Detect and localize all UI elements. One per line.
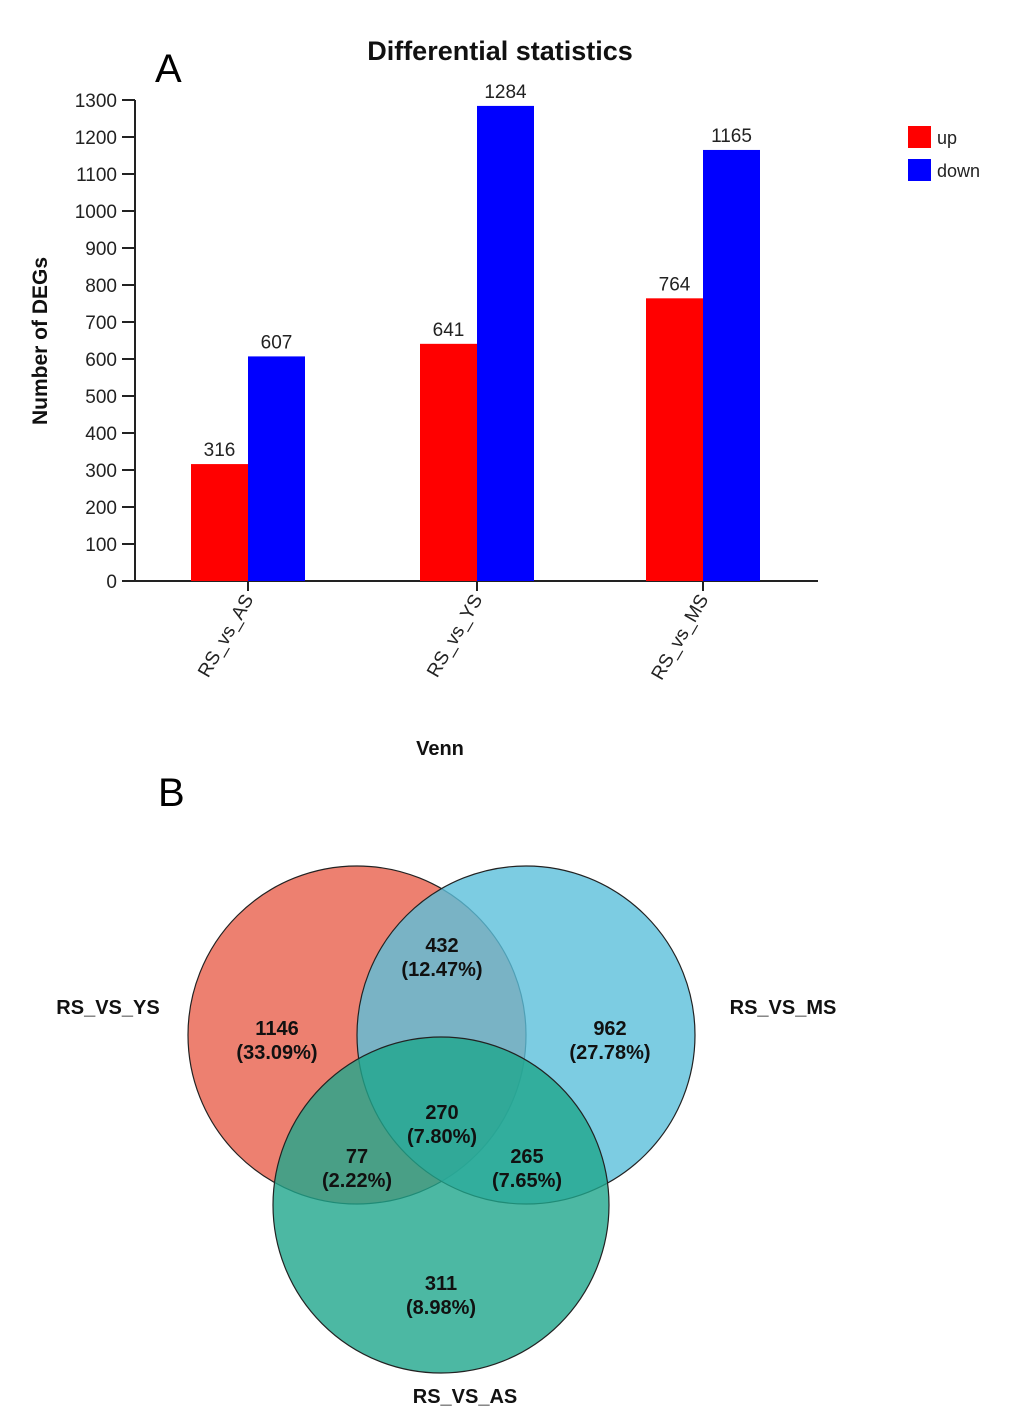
y-tick-label: 600 [85, 350, 117, 371]
y-axis-label: Number of DEGs [29, 257, 52, 425]
y-tick-label: 300 [85, 461, 117, 482]
x-axis: RS_vs_AS RS_vs_YS RS_vs_MS [122, 580, 818, 684]
bar-up [420, 343, 477, 581]
venn-set-label-rs-vs-ms: RS_VS_MS [730, 997, 837, 1019]
venn-count-as-only: 311 [425, 1273, 457, 1295]
bar-down [248, 356, 305, 581]
y-tick-label: 1200 [75, 128, 117, 149]
bar-down [477, 105, 534, 582]
venn-count-ms-only: 962 [593, 1018, 626, 1040]
x-tick-label: RS_vs_AS [194, 591, 258, 681]
y-tick-label: 900 [85, 239, 117, 260]
bar-up [191, 464, 248, 581]
venn-circle-rs-vs-as [272, 1036, 610, 1374]
venn-percent-ys-only: (33.09%) [236, 1042, 317, 1064]
venn-set-label-rs-vs-as: RS_VS_AS [413, 1386, 518, 1408]
bar-up [646, 298, 703, 581]
legend-swatch-down [908, 159, 931, 181]
venn-percent-ms-only: (27.78%) [569, 1042, 650, 1064]
x-tick-label: RS_vs_YS [423, 591, 487, 681]
y-tick-label: 0 [106, 572, 117, 593]
x-tick-label: RS_vs_MS [648, 591, 714, 684]
bars [191, 105, 760, 582]
legend: up down [908, 126, 980, 181]
bar-value-label: 1284 [484, 82, 527, 103]
panel-label-a: A [155, 47, 182, 91]
venn-count-ms-as: 265 [510, 1146, 543, 1168]
venn-count-all: 270 [425, 1102, 458, 1124]
venn-percent-ms-as: (7.65%) [492, 1170, 562, 1192]
venn-percent-as-only: (8.98%) [406, 1297, 476, 1319]
y-tick-label: 500 [85, 387, 117, 408]
y-axis: 0 100 200 300 400 500 600 700 800 900 1000 1100 1200… [75, 91, 136, 593]
bar-down [703, 149, 760, 581]
venn-percent-ys-ms: (12.47%) [401, 959, 482, 981]
bar-value-label: 1165 [711, 126, 752, 147]
y-tick-label: 800 [85, 276, 117, 297]
y-tick-label: 100 [85, 535, 117, 556]
legend-label-up: up [937, 128, 957, 148]
y-tick-label: 400 [85, 424, 117, 445]
y-tick-label: 700 [85, 313, 117, 334]
y-tick-label: 1000 [75, 202, 117, 223]
x-axis-label: Venn [416, 738, 464, 760]
venn-set-label-rs-vs-ys: RS_VS_YS [56, 997, 159, 1019]
bar-value-label: 316 [204, 440, 236, 461]
y-tick-label: 1100 [76, 165, 117, 186]
panel-label-b: B [158, 771, 185, 815]
chart-title: Differential statistics [367, 36, 633, 66]
y-tick-label: 1300 [75, 91, 117, 112]
bar-value-labels: 316 607 641 1284 764 1165 [204, 82, 752, 461]
venn-count-ys-ms: 432 [425, 935, 458, 957]
bar-chart: Differential statistics Number of DEGs V… [29, 36, 980, 760]
bar-value-label: 764 [659, 274, 691, 295]
legend-label-down: down [937, 161, 980, 181]
bar-value-label: 607 [261, 332, 293, 353]
legend-swatch-up [908, 126, 931, 148]
bar-value-label: 641 [433, 320, 465, 341]
venn-percent-ys-as: (2.22%) [322, 1170, 392, 1192]
venn-diagram: 1146(33.09%) 962(27.78%) 311(8.98%) 432(12.… [56, 865, 837, 1408]
venn-count-ys-as: 77 [346, 1146, 368, 1168]
venn-count-ys-only: 1146 [255, 1018, 298, 1040]
y-tick-label: 200 [85, 498, 117, 519]
venn-percent-all: (7.80%) [407, 1126, 477, 1148]
